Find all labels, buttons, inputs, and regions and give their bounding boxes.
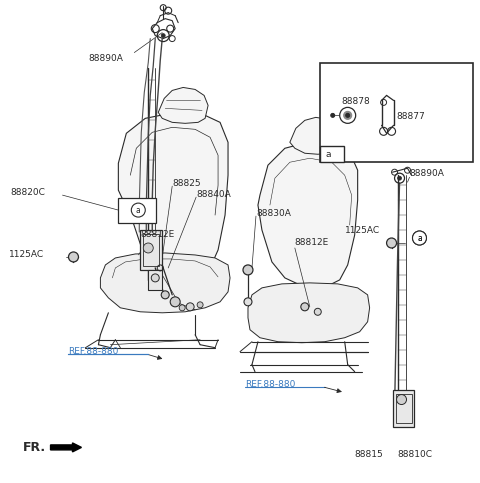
Text: 88890A: 88890A <box>409 169 444 178</box>
Bar <box>148 270 162 290</box>
Circle shape <box>151 274 159 282</box>
Bar <box>119 198 156 223</box>
Bar <box>320 146 344 162</box>
Circle shape <box>396 395 407 405</box>
Circle shape <box>170 297 180 307</box>
Polygon shape <box>158 87 208 123</box>
Circle shape <box>144 243 153 253</box>
Circle shape <box>397 176 402 180</box>
Circle shape <box>161 34 165 38</box>
Circle shape <box>161 291 169 299</box>
Circle shape <box>179 305 185 311</box>
Text: a: a <box>326 150 332 159</box>
Text: 88840A: 88840A <box>196 190 231 199</box>
Text: REF.88-880: REF.88-880 <box>69 347 119 356</box>
Polygon shape <box>258 142 358 288</box>
Circle shape <box>244 298 252 306</box>
Circle shape <box>186 303 194 311</box>
Circle shape <box>314 308 321 315</box>
Text: 88812E: 88812E <box>140 229 175 239</box>
Circle shape <box>412 231 426 245</box>
Circle shape <box>346 114 350 117</box>
Circle shape <box>69 252 78 262</box>
Text: 88812E: 88812E <box>295 239 329 247</box>
Text: 88890A: 88890A <box>88 54 123 63</box>
Text: 88815: 88815 <box>355 450 384 459</box>
Text: REF.88-880: REF.88-880 <box>245 380 295 389</box>
Circle shape <box>412 231 426 245</box>
Polygon shape <box>119 113 228 278</box>
Circle shape <box>331 114 335 117</box>
Bar <box>140 230 162 270</box>
Text: 88820C: 88820C <box>11 187 46 197</box>
Polygon shape <box>290 117 340 154</box>
Text: 88877: 88877 <box>396 112 425 121</box>
Circle shape <box>340 107 356 123</box>
Circle shape <box>197 302 203 308</box>
FancyArrow shape <box>50 443 82 452</box>
Bar <box>144 234 159 266</box>
Polygon shape <box>248 283 370 343</box>
Text: 88830A: 88830A <box>256 209 291 217</box>
Circle shape <box>301 303 309 311</box>
Text: 88878: 88878 <box>342 97 371 106</box>
Bar <box>396 394 411 424</box>
Text: 1125AC: 1125AC <box>9 251 44 259</box>
Circle shape <box>386 238 396 248</box>
Text: 1125AC: 1125AC <box>345 226 380 235</box>
Circle shape <box>243 265 253 275</box>
Bar <box>320 62 473 162</box>
Text: FR.: FR. <box>23 441 46 454</box>
Circle shape <box>344 112 352 119</box>
Text: 88810C: 88810C <box>397 450 432 459</box>
Text: a: a <box>417 233 422 242</box>
Circle shape <box>134 206 142 214</box>
Text: a: a <box>136 206 141 214</box>
Circle shape <box>132 203 145 217</box>
Polygon shape <box>100 253 230 313</box>
Bar <box>393 390 415 427</box>
Text: 88825: 88825 <box>172 179 201 188</box>
Text: a: a <box>417 233 422 242</box>
